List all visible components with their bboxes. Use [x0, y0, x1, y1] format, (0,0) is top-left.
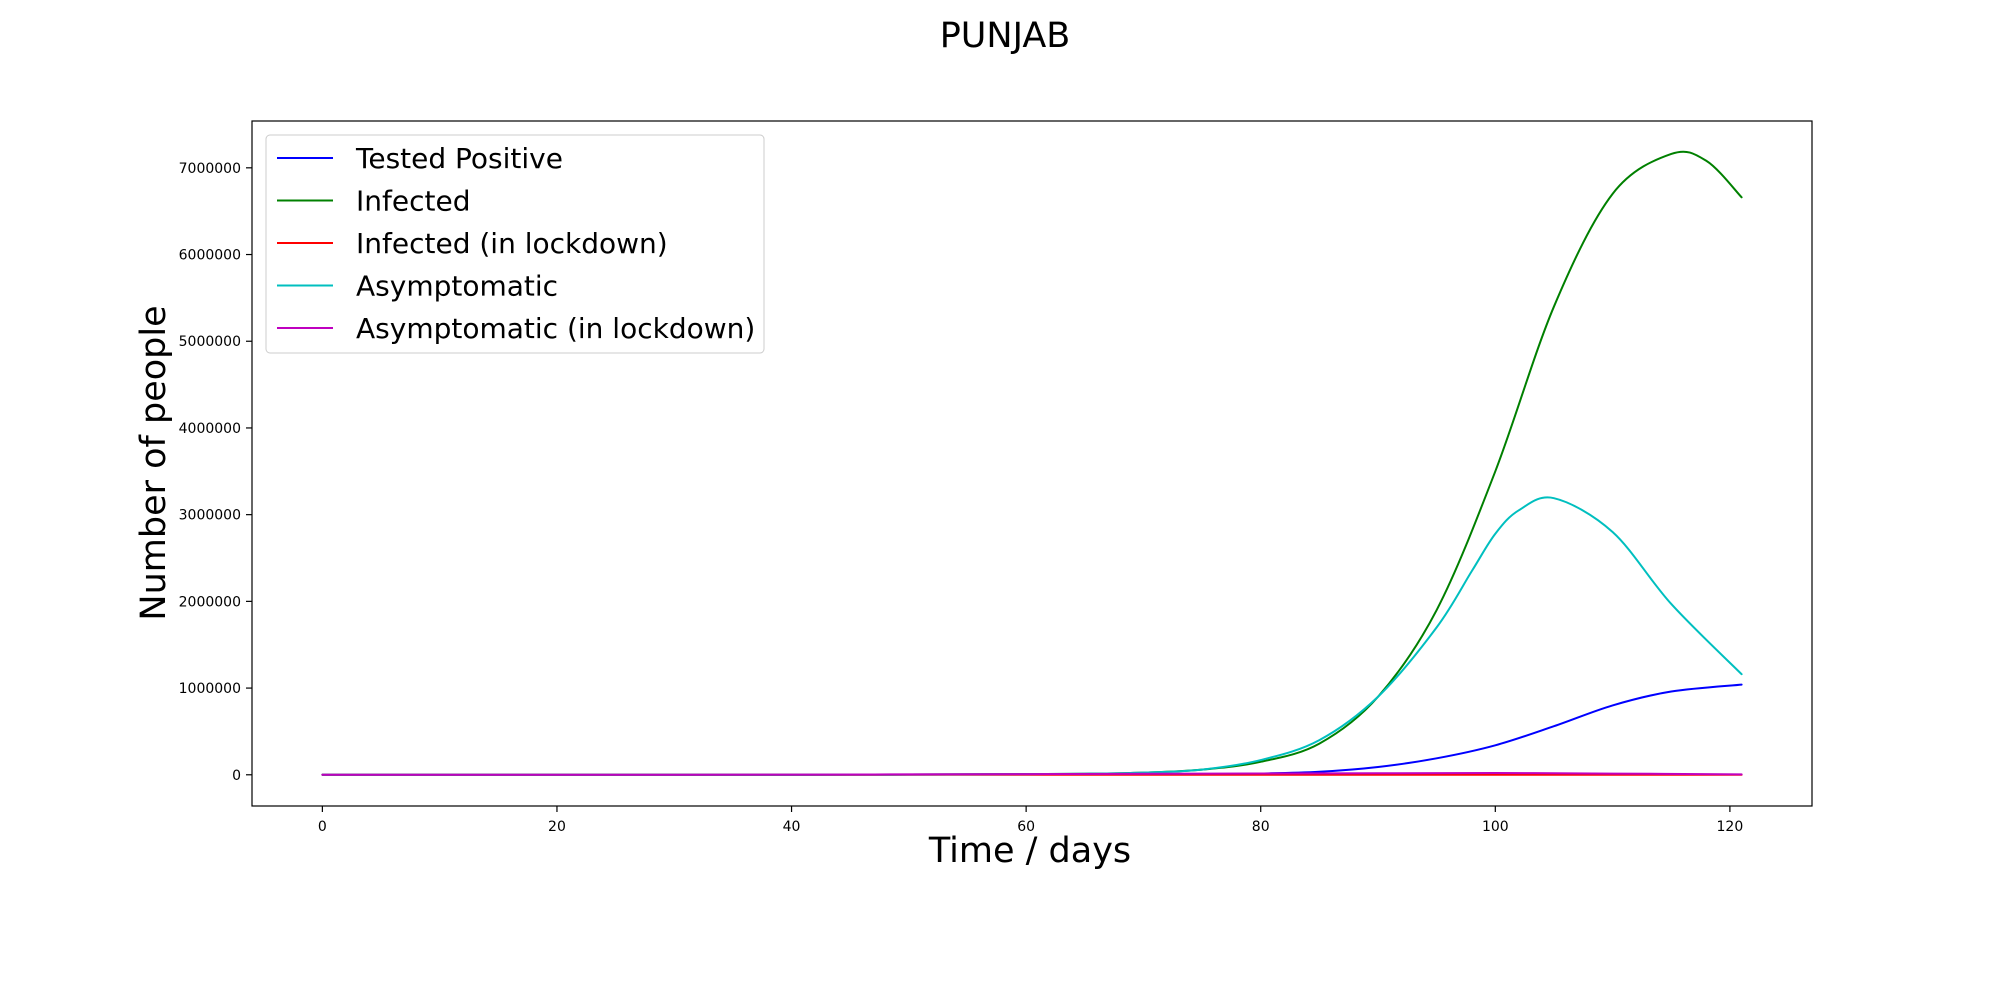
x-tick-label: 20	[548, 819, 566, 835]
x-axis: 0 20 40 60 80 100 120	[318, 806, 1743, 835]
y-tick-label: 5000000	[179, 334, 241, 350]
legend-label-asymptomatic: Asymptomatic	[356, 270, 558, 303]
x-tick-label: 120	[1717, 819, 1744, 835]
x-tick-label: 40	[783, 819, 801, 835]
y-tick-label: 3000000	[179, 508, 241, 524]
x-axis-title: Time / days	[928, 831, 1131, 871]
x-tick-label: 100	[1482, 819, 1509, 835]
y-tick-label: 1000000	[179, 681, 241, 697]
legend-label-infected: Infected	[356, 185, 470, 218]
y-tick-label: 0	[232, 768, 241, 784]
legend-label-tested-positive: Tested Positive	[355, 142, 563, 175]
y-tick-label: 2000000	[179, 594, 241, 610]
series-lines	[321, 150, 1743, 776]
y-axis-title: Number of people	[134, 305, 174, 620]
legend-box	[265, 134, 765, 354]
chart-title: PUNJAB	[940, 16, 1071, 56]
legend: Tested Positive Infected Infected (in lock…	[265, 134, 765, 354]
y-tick-label: 7000000	[179, 161, 241, 177]
series-line-tested-positive	[321, 683, 1743, 776]
y-tick-label: 4000000	[179, 421, 241, 437]
y-tick-label: 6000000	[179, 248, 241, 264]
x-tick-label: 0	[318, 819, 327, 835]
series-line-asymptomatic-in-lockdown	[321, 772, 1743, 776]
series-line-asymptomatic	[321, 496, 1743, 776]
legend-label-asymptomatic-in-lockdown: Asymptomatic (in lockdown)	[356, 312, 755, 345]
legend-label-infected-in-lockdown: Infected (in lockdown)	[356, 227, 668, 260]
y-axis: 0 1000000 2000000 3000000 4000000 5000000 6000…	[179, 161, 252, 784]
x-tick-label: 60	[1017, 819, 1035, 835]
plot-frame	[251, 120, 1813, 807]
plot-area	[251, 120, 1813, 807]
x-tick-label: 80	[1252, 819, 1270, 835]
